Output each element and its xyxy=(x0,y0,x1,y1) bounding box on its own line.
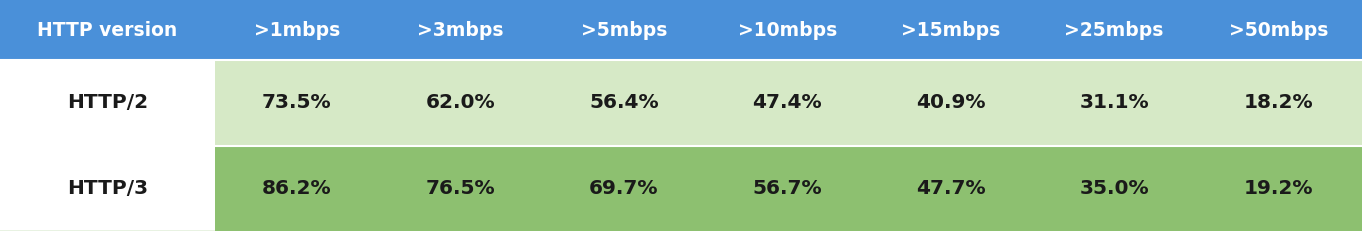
Text: 19.2%: 19.2% xyxy=(1244,179,1314,198)
Bar xyxy=(1196,0,1362,60)
Text: 31.1%: 31.1% xyxy=(1079,93,1150,112)
Bar xyxy=(706,60,869,146)
Text: >25mbps: >25mbps xyxy=(1065,21,1163,40)
Bar xyxy=(1032,60,1196,146)
Bar xyxy=(542,0,706,60)
Text: 76.5%: 76.5% xyxy=(425,179,496,198)
Bar xyxy=(706,146,869,231)
Bar xyxy=(0,146,215,231)
Text: 47.4%: 47.4% xyxy=(752,93,823,112)
Bar xyxy=(215,60,379,146)
Bar xyxy=(215,0,379,60)
Bar xyxy=(379,0,542,60)
Text: 69.7%: 69.7% xyxy=(588,179,659,198)
Text: >15mbps: >15mbps xyxy=(902,21,1000,40)
Text: >3mbps: >3mbps xyxy=(417,21,504,40)
Bar xyxy=(542,60,706,146)
Text: 86.2%: 86.2% xyxy=(262,179,332,198)
Bar xyxy=(379,60,542,146)
Bar xyxy=(1032,146,1196,231)
Text: 47.7%: 47.7% xyxy=(915,179,986,198)
Bar xyxy=(215,146,379,231)
Bar xyxy=(869,60,1032,146)
Text: 62.0%: 62.0% xyxy=(425,93,496,112)
Text: 56.7%: 56.7% xyxy=(752,179,823,198)
Text: HTTP version: HTTP version xyxy=(38,21,177,40)
Text: >50mbps: >50mbps xyxy=(1230,21,1328,40)
Text: 40.9%: 40.9% xyxy=(915,93,986,112)
Text: >5mbps: >5mbps xyxy=(580,21,667,40)
Text: 73.5%: 73.5% xyxy=(262,93,332,112)
Bar xyxy=(0,60,215,146)
Bar xyxy=(379,146,542,231)
Text: >10mbps: >10mbps xyxy=(738,21,836,40)
Bar xyxy=(1196,60,1362,146)
Text: 35.0%: 35.0% xyxy=(1079,179,1150,198)
Text: HTTP/2: HTTP/2 xyxy=(67,93,148,112)
Bar xyxy=(869,146,1032,231)
Bar xyxy=(1196,146,1362,231)
Bar xyxy=(542,146,706,231)
Bar xyxy=(869,0,1032,60)
Bar xyxy=(706,0,869,60)
Text: >1mbps: >1mbps xyxy=(253,21,340,40)
Bar xyxy=(0,0,215,60)
Text: 56.4%: 56.4% xyxy=(588,93,659,112)
Text: HTTP/3: HTTP/3 xyxy=(67,179,148,198)
Text: 18.2%: 18.2% xyxy=(1244,93,1314,112)
Bar xyxy=(1032,0,1196,60)
